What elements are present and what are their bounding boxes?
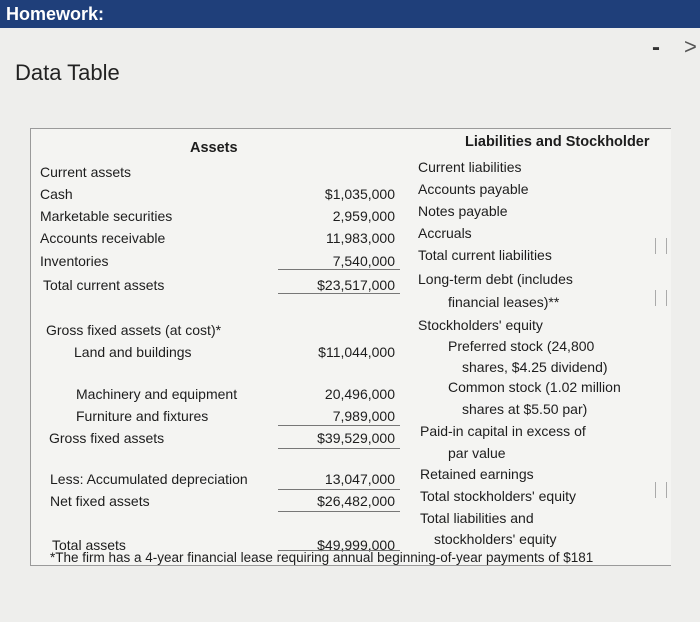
asset-label: Cash (40, 186, 73, 202)
asset-label: Furniture and fixtures (76, 408, 209, 424)
input-box-edge (655, 238, 667, 254)
liability-label: Stockholders' equity (418, 317, 543, 333)
input-box-edge (655, 482, 667, 498)
underline (278, 489, 400, 490)
asset-value: 7,989,000 (332, 408, 395, 424)
liability-label: Common stock (1.02 million (448, 379, 621, 395)
liability-label: Total current liabilities (418, 247, 552, 263)
asset-label: Gross fixed assets (at cost)* (46, 322, 222, 338)
asset-label: Land and buildings (74, 344, 192, 360)
liability-label: Preferred stock (24,800 (448, 338, 595, 354)
minimize-button[interactable]: - (652, 34, 660, 61)
liability-label: Accounts payable (418, 181, 529, 197)
liability-label: shares, $4.25 dividend) (462, 359, 608, 375)
asset-value: $1,035,000 (324, 186, 395, 202)
liability-label: Total stockholders' equity (420, 488, 576, 504)
asset-value: $23,517,000 (317, 277, 395, 293)
asset-label: Current assets (40, 164, 132, 180)
liability-label: Retained earnings (420, 466, 534, 482)
asset-value: 11,983,000 (325, 230, 395, 246)
asset-label: Total assets (52, 537, 126, 553)
liability-label: financial leases)** (448, 294, 560, 310)
underline (278, 550, 400, 551)
asset-label: Total current assets (43, 277, 165, 293)
underline (278, 448, 400, 449)
asset-value: 20,496,000 (324, 386, 395, 402)
liability-label: Total liabilities and (420, 510, 534, 526)
liability-label: stockholders' equity (434, 531, 557, 547)
dialog-title: Data Table (15, 60, 120, 85)
asset-label: Gross fixed assets (49, 430, 165, 446)
asset-value: 2,959,000 (332, 208, 395, 224)
top-bar: Homework: (0, 0, 700, 28)
asset-label: Net fixed assets (50, 493, 150, 509)
liability-label: Paid-in capital in excess of (420, 423, 586, 439)
underline (278, 269, 400, 270)
underline (278, 511, 400, 512)
asset-value: $26,482,000 (317, 493, 395, 509)
asset-value: 13,047,000 (324, 471, 395, 487)
asset-value: $39,529,000 (317, 430, 395, 446)
liability-label: Long-term debt (includes (418, 271, 573, 287)
asset-label: Inventories (40, 253, 109, 269)
liability-label: Notes payable (418, 203, 508, 219)
underline (278, 425, 400, 426)
asset-label: Less: Accumulated depreciation (50, 471, 248, 487)
liability-label: Accruals (418, 225, 472, 241)
liability-label: par value (448, 445, 506, 461)
liabilities-heading: Liabilities and Stockholder (465, 134, 650, 150)
asset-label: Machinery and equipment (76, 386, 238, 402)
asset-label: Accounts receivable (40, 230, 166, 246)
footnote: *The firm has a 4-year financial lease r… (50, 550, 594, 565)
asset-label: Marketable securities (40, 208, 173, 224)
asset-value: $11,044,000 (318, 344, 395, 360)
input-box-edge (655, 290, 667, 306)
underline (278, 293, 400, 294)
next-button[interactable]: > (684, 34, 697, 59)
asset-value: 7,540,000 (332, 253, 395, 269)
asset-value: $49,999,000 (317, 537, 395, 553)
assets-heading: Assets (190, 140, 238, 156)
data-table-box (30, 128, 671, 566)
liability-label: Current liabilities (418, 159, 522, 175)
liability-label: shares at $5.50 par) (462, 401, 588, 417)
header-title: Homework: (6, 4, 105, 24)
